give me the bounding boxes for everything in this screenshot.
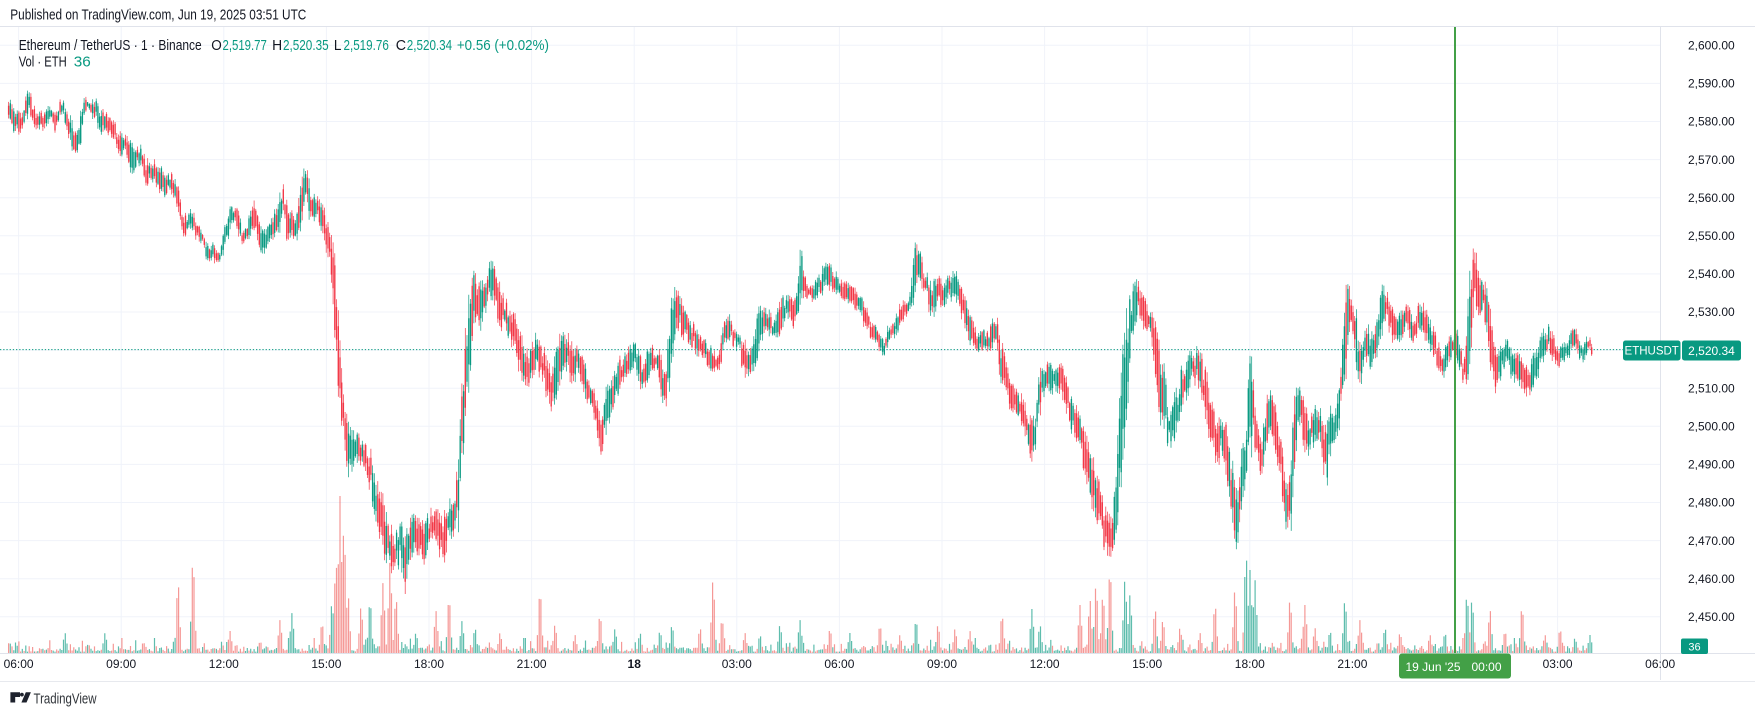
svg-text:18:00: 18:00 [414,657,444,671]
svg-text:19 Jun '25: 19 Jun '25 [1405,660,1460,674]
svg-text:H: H [272,37,282,54]
svg-text:06:00: 06:00 [4,657,34,671]
svg-text:2,520.34: 2,520.34 [407,37,452,54]
svg-text:03:00: 03:00 [1543,657,1573,671]
svg-text:15:00: 15:00 [1132,657,1162,671]
svg-text:2,519.76: 2,519.76 [344,37,389,54]
svg-text:2,520.35: 2,520.35 [283,37,329,54]
svg-text:12:00: 12:00 [1030,657,1060,671]
svg-text:09:00: 09:00 [927,657,957,671]
svg-text:12:00: 12:00 [209,657,239,671]
svg-text:C: C [396,37,406,54]
svg-text:Vol · ETH: Vol · ETH [19,54,67,71]
svg-text:O: O [211,37,222,54]
svg-text:36: 36 [1688,641,1700,653]
svg-text:2,580.00: 2,580.00 [1688,115,1735,129]
svg-text:21:00: 21:00 [1337,657,1367,671]
svg-text:TradingView: TradingView [34,691,97,708]
svg-text:2,590.00: 2,590.00 [1688,77,1735,91]
svg-text:06:00: 06:00 [824,657,854,671]
svg-text:15:00: 15:00 [311,657,341,671]
svg-text:ETHUSDT: ETHUSDT [1625,346,1679,358]
svg-text:36: 36 [74,54,91,71]
svg-text:L: L [334,37,342,54]
svg-text:18: 18 [628,657,642,671]
svg-text:2,480.00: 2,480.00 [1688,496,1735,510]
svg-text:Ethereum / TetherUS · 1 · Bina: Ethereum / TetherUS · 1 · Binance [19,37,202,54]
svg-text:2,530.00: 2,530.00 [1688,305,1735,319]
svg-text:18:00: 18:00 [1235,657,1265,671]
svg-text:2,560.00: 2,560.00 [1688,191,1735,205]
svg-text:2,450.00: 2,450.00 [1688,610,1735,624]
svg-text:Published on TradingView.com,: Published on TradingView.com, Jun 19, 20… [10,7,306,24]
svg-text:2,520.34: 2,520.34 [1688,344,1735,358]
svg-text:2,470.00: 2,470.00 [1688,534,1735,548]
svg-text:2,570.00: 2,570.00 [1688,153,1735,167]
svg-text:00:00: 00:00 [1471,660,1501,674]
svg-text:2,550.00: 2,550.00 [1688,229,1735,243]
svg-text:09:00: 09:00 [106,657,136,671]
svg-text:+0.56 (+0.02%): +0.56 (+0.02%) [457,37,549,54]
svg-text:03:00: 03:00 [722,657,752,671]
svg-text:2,510.00: 2,510.00 [1688,381,1735,395]
svg-text:06:00: 06:00 [1645,657,1675,671]
svg-text:2,460.00: 2,460.00 [1688,572,1735,586]
svg-text:2,519.77: 2,519.77 [223,37,267,54]
svg-text:2,600.00: 2,600.00 [1688,39,1735,53]
svg-text:21:00: 21:00 [517,657,547,671]
svg-text:2,490.00: 2,490.00 [1688,458,1735,472]
svg-text:2,540.00: 2,540.00 [1688,267,1735,281]
svg-text:2,500.00: 2,500.00 [1688,420,1735,434]
